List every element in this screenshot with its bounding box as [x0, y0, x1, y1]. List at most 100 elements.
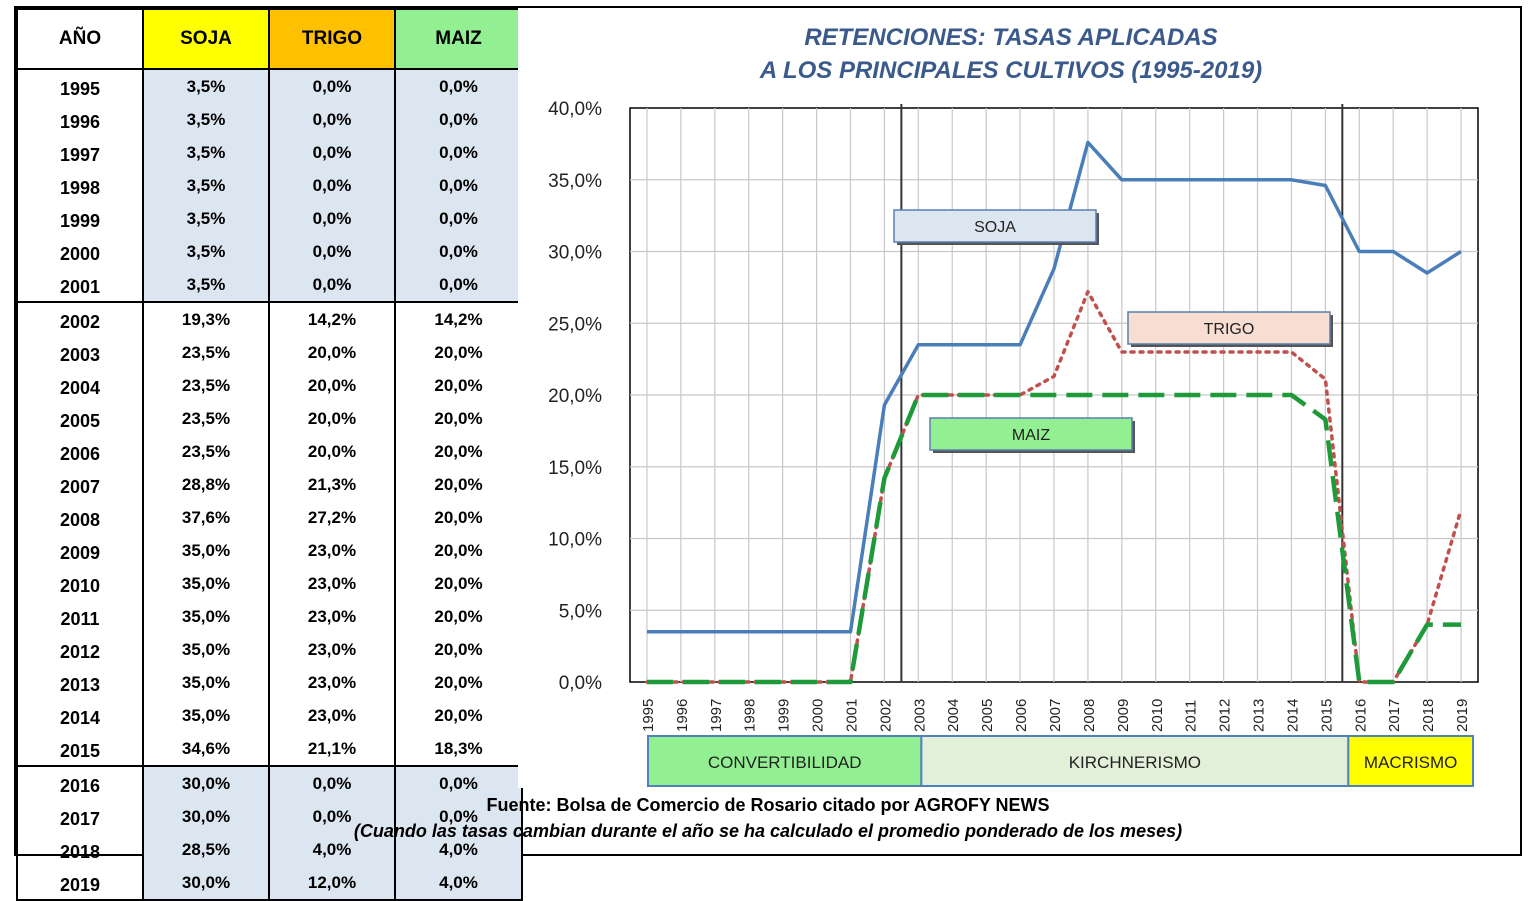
cell-rate: 20,0%: [394, 369, 523, 402]
header-soja: SOJA: [142, 8, 270, 70]
cell-rate: 3,5%: [142, 268, 270, 302]
cell-rate: 27,2%: [268, 501, 396, 534]
cell-rate: 3,5%: [142, 136, 270, 169]
cell-year: 1996: [16, 103, 144, 136]
y-tick-label: 20,0%: [548, 386, 602, 407]
series-line-maiz: [647, 392, 1461, 685]
table-row: 1996 3,5% 0,0% 0,0%: [16, 103, 523, 136]
cell-year: 2002: [16, 301, 144, 336]
cell-rate: 0,0%: [394, 268, 523, 302]
cell-rate: 3,5%: [142, 235, 270, 268]
cell-rate: 20,0%: [394, 633, 523, 666]
cell-rate: 34,6%: [142, 732, 270, 766]
cell-rate: 23,0%: [268, 699, 396, 732]
period-box: [1347, 735, 1475, 787]
cell-rate: 3,5%: [142, 103, 270, 136]
cell-rate: 4,0%: [394, 866, 523, 901]
legend-label-maiz: MAIZ: [1012, 427, 1050, 444]
rates-table: AÑO SOJA TRIGO MAIZ 1995 3,5% 0,0% 0,0% 1996…: [16, 8, 523, 901]
cell-rate: 35,0%: [142, 534, 270, 567]
x-tick-label: 2014: [1284, 699, 1301, 732]
y-tick-label: 40,0%: [548, 99, 602, 120]
cell-year: 2006: [16, 435, 144, 468]
x-tick-label: 1995: [640, 699, 657, 732]
y-tick-label: 30,0%: [548, 243, 602, 264]
x-tick-label: 2008: [1081, 699, 1098, 732]
legend-label-soja: SOJA: [974, 219, 1016, 236]
cell-year: 1997: [16, 136, 144, 169]
chart-title-line: A LOS PRINCIPALES CULTIVOS (1995-2019): [759, 57, 1262, 84]
cell-year: 2015: [16, 732, 144, 766]
cell-rate: 20,0%: [394, 336, 523, 369]
cell-year: 2017: [16, 800, 144, 833]
x-tick-label: 2016: [1352, 699, 1369, 732]
cell-rate: 35,0%: [142, 567, 270, 600]
table-header-row: AÑO SOJA TRIGO MAIZ: [16, 8, 523, 70]
cell-rate: 20,0%: [394, 501, 523, 534]
cell-rate: 35,0%: [142, 600, 270, 633]
cell-rate: 0,0%: [268, 268, 396, 302]
cell-year: 2004: [16, 369, 144, 402]
table-row: 2019 30,0% 12,0% 4,0%: [16, 866, 523, 901]
x-tick-label: 1999: [776, 699, 793, 732]
cell-rate: 20,0%: [394, 435, 523, 468]
cell-rate: 30,0%: [142, 765, 270, 800]
cell-rate: 23,0%: [268, 633, 396, 666]
cell-rate: 4,0%: [268, 833, 396, 866]
x-tick-label: 2018: [1420, 699, 1437, 732]
table-row: 2013 35,0% 23,0% 20,0%: [16, 666, 523, 699]
cell-year: 2014: [16, 699, 144, 732]
cell-rate: 30,0%: [142, 866, 270, 901]
cell-rate: 20,0%: [268, 402, 396, 435]
cell-rate: 0,0%: [268, 69, 396, 103]
x-tick-label: 1997: [708, 699, 725, 732]
x-tick-label: 2012: [1217, 699, 1234, 732]
cell-rate: 20,0%: [268, 369, 396, 402]
cell-rate: 23,0%: [268, 666, 396, 699]
cell-rate: 4,0%: [394, 833, 523, 866]
cell-rate: 0,0%: [394, 235, 523, 268]
cell-rate: 18,3%: [394, 732, 523, 766]
y-tick-label: 10,0%: [548, 530, 602, 551]
y-tick-label: 25,0%: [548, 314, 602, 335]
cell-year: 2012: [16, 633, 144, 666]
x-tick-label: 2010: [1149, 699, 1166, 732]
cell-rate: 28,8%: [142, 468, 270, 501]
y-tick-label: 15,0%: [548, 458, 602, 479]
cell-year: 2003: [16, 336, 144, 369]
x-tick-label: 1996: [674, 699, 691, 732]
cell-rate: 0,0%: [268, 202, 396, 235]
cell-year: 2013: [16, 666, 144, 699]
cell-rate: 0,0%: [394, 136, 523, 169]
series-line-trigo: [645, 289, 1463, 684]
cell-rate: 23,0%: [268, 600, 396, 633]
cell-rate: 28,5%: [142, 833, 270, 866]
cell-rate: 35,0%: [142, 666, 270, 699]
period-box: [647, 735, 923, 787]
cell-rate: 3,5%: [142, 169, 270, 202]
cell-rate: 0,0%: [268, 169, 396, 202]
x-tick-label: 2011: [1183, 700, 1200, 732]
series-line-soja: [647, 140, 1462, 634]
cell-rate: 20,0%: [394, 567, 523, 600]
table-row: 2004 23,5% 20,0% 20,0%: [16, 369, 523, 402]
cell-rate: 0,0%: [394, 202, 523, 235]
cell-year: 2009: [16, 534, 144, 567]
table-row: 2017 30,0% 0,0% 0,0%: [16, 800, 523, 833]
cell-rate: 30,0%: [142, 800, 270, 833]
table-row: 2003 23,5% 20,0% 20,0%: [16, 336, 523, 369]
cell-year: 2007: [16, 468, 144, 501]
cell-rate: 3,5%: [142, 202, 270, 235]
cell-rate: 23,0%: [268, 534, 396, 567]
period-label: KIRCHNERISMO: [1069, 753, 1201, 772]
cell-rate: 0,0%: [268, 800, 396, 833]
x-tick-label: 2003: [911, 699, 928, 732]
table-row: 2010 35,0% 23,0% 20,0%: [16, 567, 523, 600]
header-maiz: MAIZ: [394, 8, 523, 70]
cell-rate: 23,0%: [268, 567, 396, 600]
cell-rate: 0,0%: [394, 169, 523, 202]
table-row: 2001 3,5% 0,0% 0,0%: [16, 268, 523, 302]
period-box: [920, 735, 1350, 787]
cell-rate: 21,3%: [268, 468, 396, 501]
table-row: 2016 30,0% 0,0% 0,0%: [16, 765, 523, 800]
